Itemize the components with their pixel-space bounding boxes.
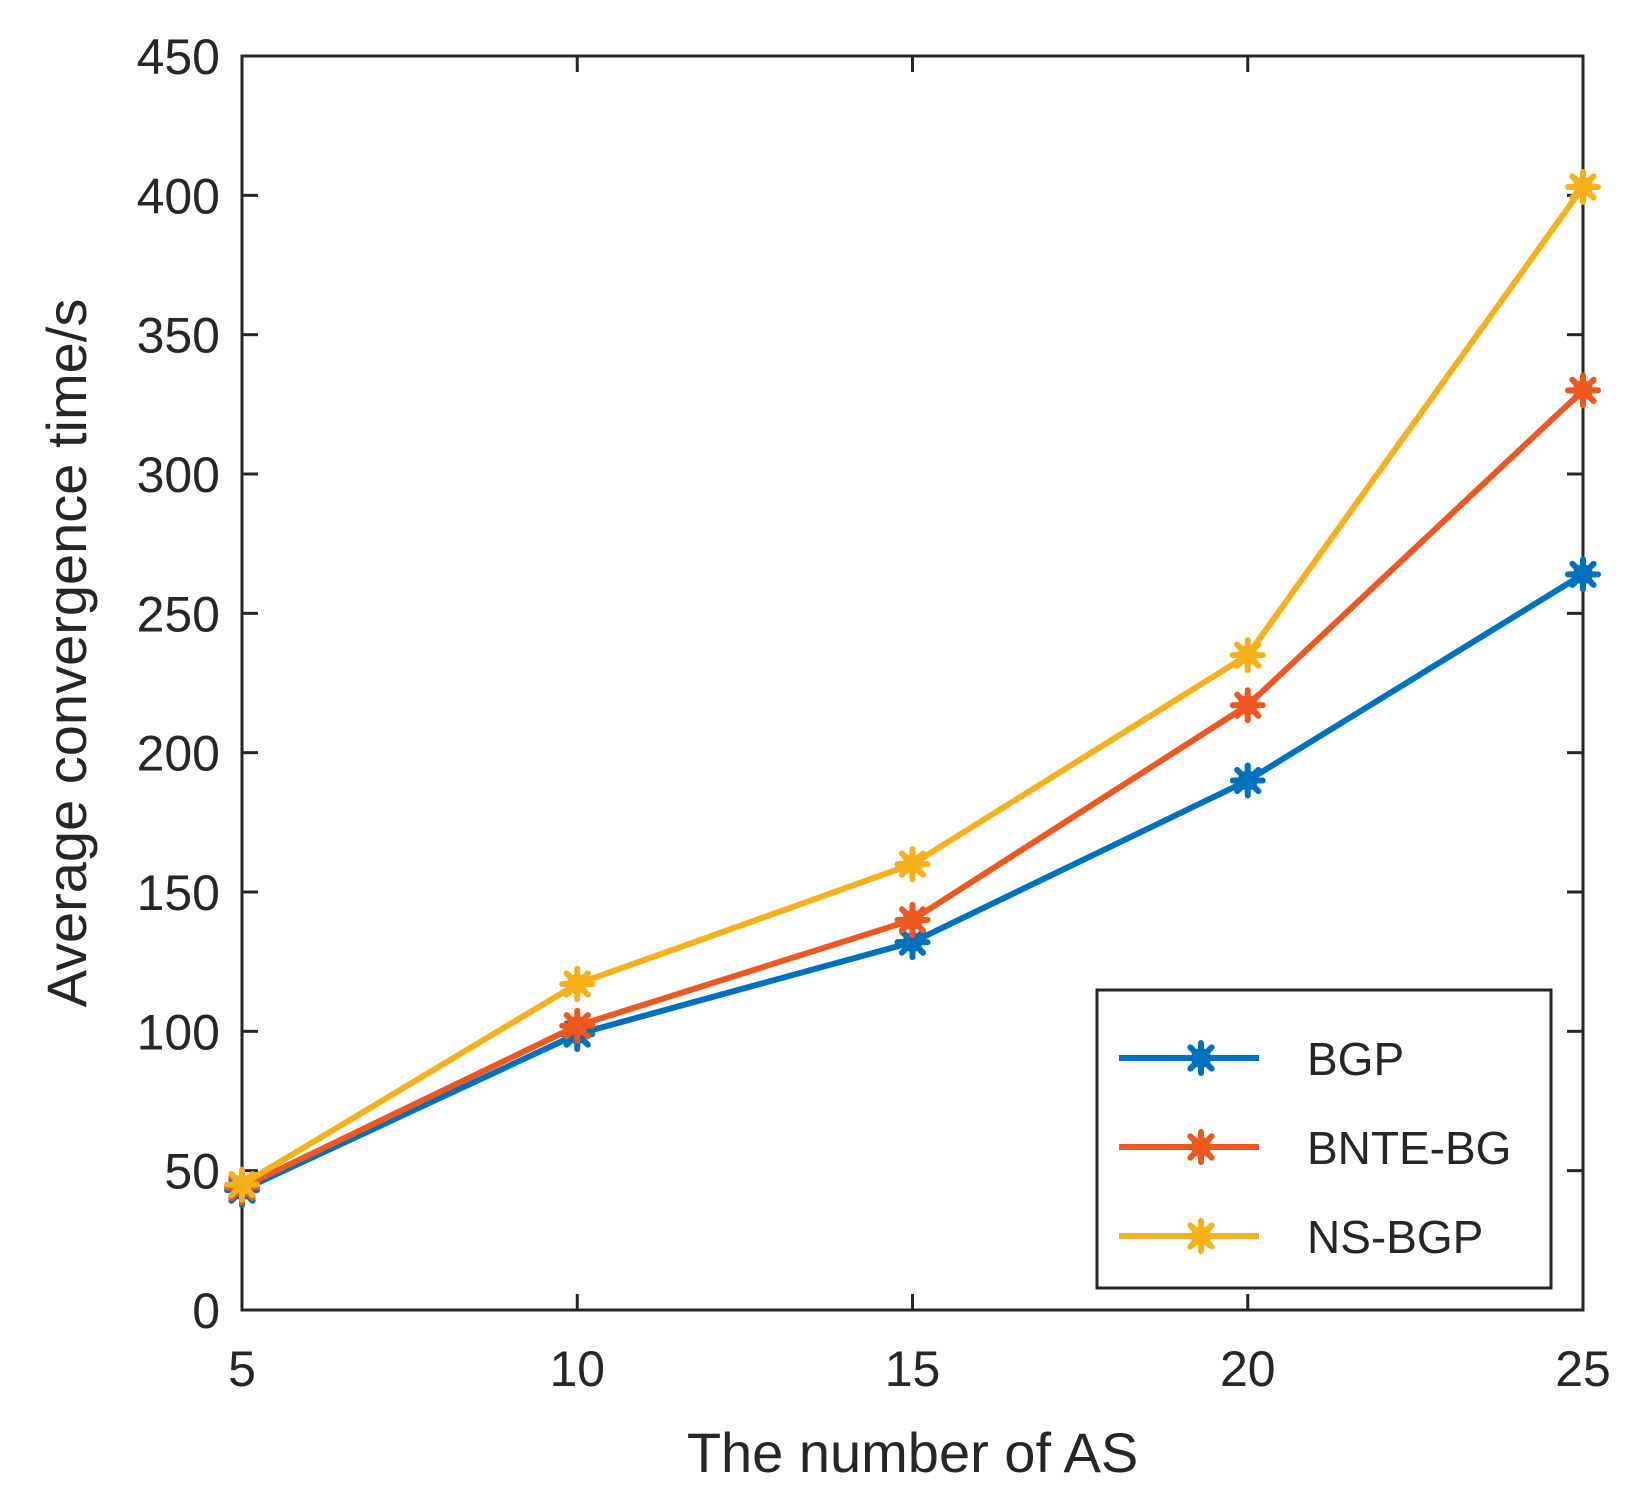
- y-tick-label: 400: [137, 168, 220, 224]
- y-tick-label: 300: [137, 447, 220, 503]
- y-tick-label: 200: [137, 726, 220, 782]
- data-point: [1565, 556, 1601, 593]
- data-point: [1229, 687, 1266, 724]
- data-point: [894, 901, 931, 938]
- marker-spoke: [563, 970, 591, 998]
- marker-spoke: [898, 906, 927, 934]
- data-point: [1565, 168, 1601, 205]
- x-axis-label: The number of AS: [687, 1421, 1138, 1484]
- x-tick-label: 5: [228, 1341, 256, 1397]
- legend-label: NS-BGP: [1307, 1211, 1483, 1263]
- marker-spoke: [1234, 691, 1262, 719]
- data-point: [1565, 372, 1601, 409]
- legend-label: BGP: [1307, 1033, 1404, 1085]
- marker-spoke: [1187, 1133, 1215, 1161]
- y-tick-label: 0: [192, 1283, 220, 1339]
- series-layer: [224, 168, 1601, 1209]
- legend-item: BNTE-BG: [1119, 1122, 1511, 1174]
- y-tick-label: 350: [137, 308, 220, 364]
- legend-item: BGP: [1119, 1033, 1404, 1085]
- legend-label: BNTE-BG: [1307, 1122, 1511, 1174]
- data-point: [559, 965, 596, 1002]
- marker-spoke: [898, 928, 927, 956]
- marker-spoke: [1569, 173, 1597, 201]
- series-ns-bgp: [224, 168, 1601, 1203]
- y-tick-label: 250: [137, 586, 220, 642]
- y-tick-label: 50: [164, 1144, 220, 1200]
- y-tick-label: 450: [137, 29, 220, 85]
- marker-spoke: [563, 1012, 591, 1040]
- marker-spoke: [1569, 376, 1597, 405]
- marker-spoke: [1569, 560, 1597, 588]
- legend-item: NS-BGP: [1119, 1211, 1483, 1263]
- legend-marker: [1183, 1218, 1219, 1254]
- data-point: [1229, 762, 1266, 799]
- y-tick-label: 100: [137, 1004, 220, 1060]
- data-point: [1229, 637, 1266, 674]
- marker-spoke: [1234, 641, 1262, 669]
- legend-marker: [1183, 1129, 1219, 1165]
- series-bnte-bg: [224, 372, 1601, 1206]
- data-point: [894, 846, 931, 883]
- x-tick-label: 10: [549, 1341, 605, 1397]
- marker-spoke: [898, 850, 927, 878]
- y-tick-label: 150: [137, 865, 220, 921]
- data-point: [224, 1166, 260, 1203]
- marker-spoke: [1234, 766, 1262, 795]
- legend: BGP BNTE-BG NS-BGP: [1095, 988, 1553, 1290]
- legend-marker: [1183, 1040, 1219, 1076]
- data-point: [559, 1007, 596, 1044]
- marker-spoke: [1187, 1222, 1215, 1250]
- x-tick-label: 15: [885, 1341, 941, 1397]
- marker-spoke: [1187, 1044, 1215, 1072]
- y-axis-label: Average convergence time/s: [35, 299, 98, 1008]
- x-tick-label: 25: [1555, 1341, 1611, 1397]
- marker-spoke: [228, 1170, 256, 1199]
- x-tick-label: 20: [1220, 1341, 1276, 1397]
